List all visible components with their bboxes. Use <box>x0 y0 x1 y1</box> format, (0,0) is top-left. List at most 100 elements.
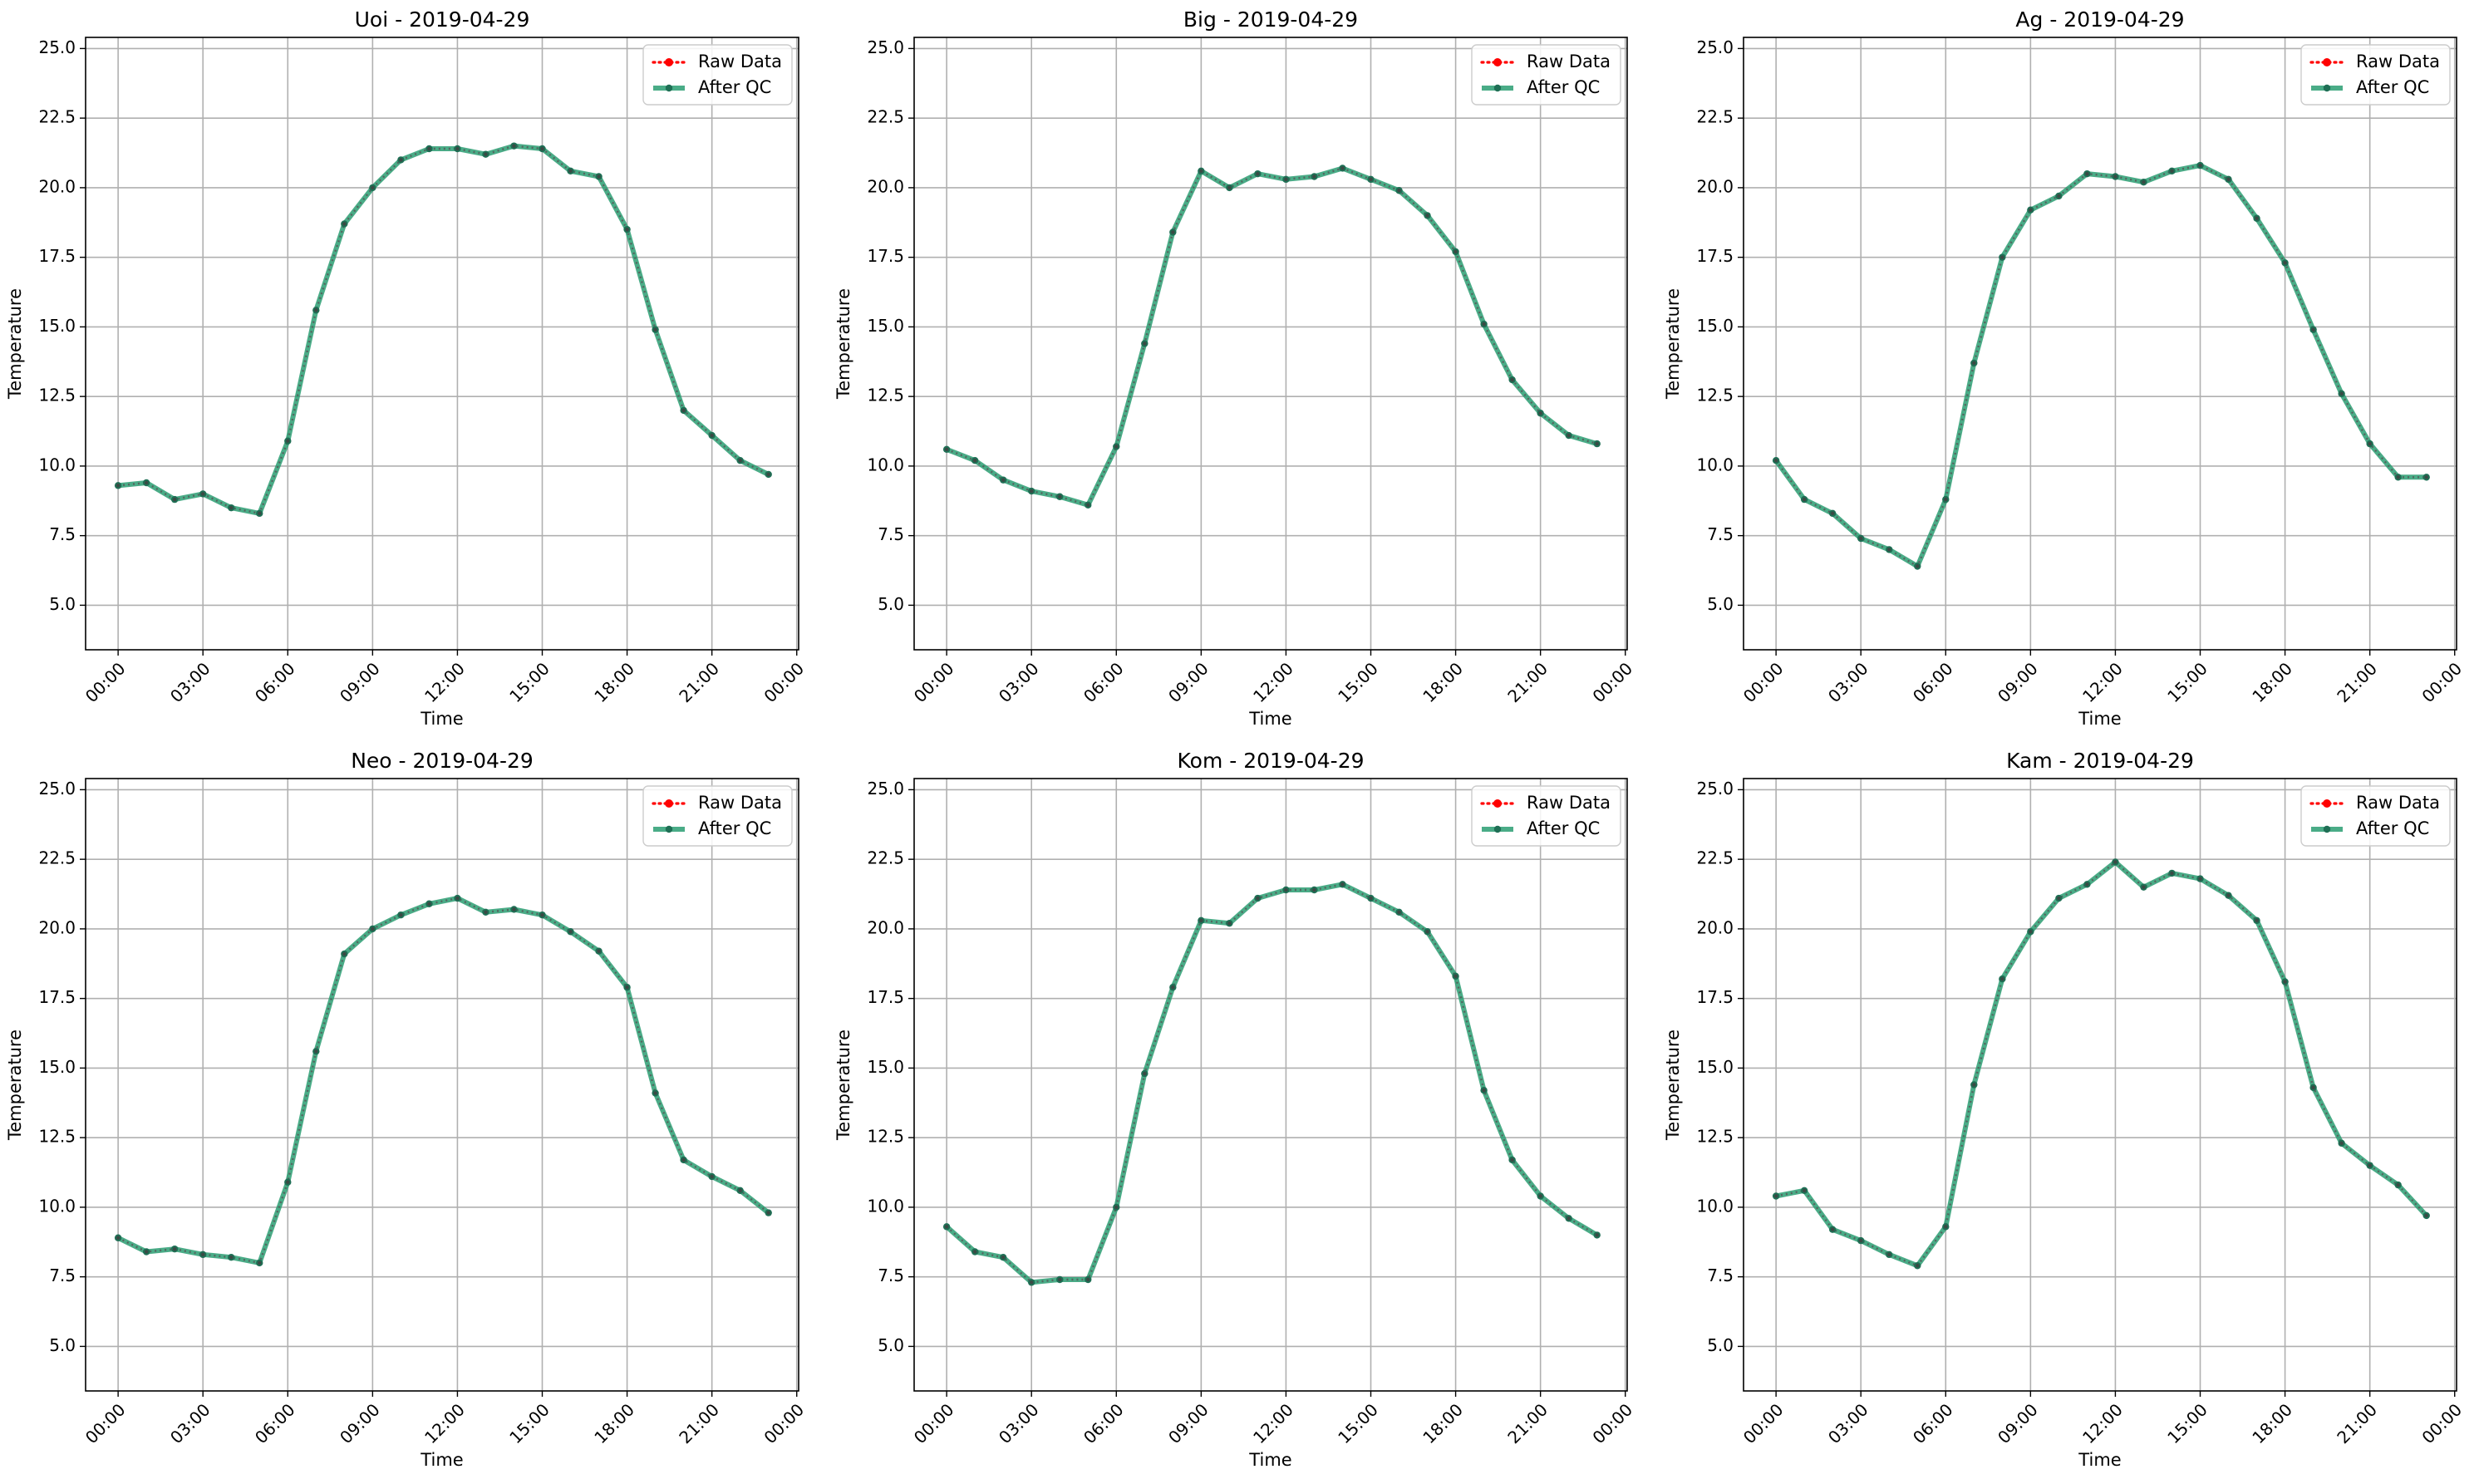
raw-data-point <box>1171 230 1175 234</box>
legend: Raw Data After QC <box>2300 785 2451 847</box>
legend-qc-marker <box>2323 84 2331 92</box>
y-tick-label: 17.5 <box>1696 246 1734 266</box>
raw-data-point <box>1887 1252 1891 1257</box>
subplot-title: Ag - 2019-04-29 <box>2015 7 2184 32</box>
raw-data-point <box>1944 1225 1948 1229</box>
after-qc-line <box>116 143 771 516</box>
raw-data-point <box>1199 918 1203 923</box>
legend-raw-marker <box>665 58 673 66</box>
y-tick-label: 17.5 <box>38 246 76 266</box>
x-tick-label: 00:00 <box>1739 1399 1788 1447</box>
axes-frame <box>1743 37 2457 651</box>
x-axis-label: Time <box>420 1450 463 1470</box>
subplot-title: Kom - 2019-04-29 <box>1178 749 1365 773</box>
legend-raw-label: Raw Data <box>1527 52 1611 71</box>
after-qc-line <box>1773 859 2429 1269</box>
y-axis-label: Temperature <box>1663 1029 1683 1141</box>
raw-data-point <box>2424 1213 2428 1218</box>
legend-raw-label: Raw Data <box>698 52 782 71</box>
raw-data-point <box>1340 882 1345 887</box>
subplot: 00:00 03:00 06:00 09:00 12:00 15:00 18:00 21:00… <box>1663 7 2466 729</box>
raw-data-point <box>229 505 234 510</box>
x-tick-label: 00:00 <box>1588 1399 1636 1447</box>
legend-qc-label: After QC <box>2356 77 2429 97</box>
raw-data-point <box>1171 985 1175 990</box>
raw-data-point <box>766 1211 770 1215</box>
legend-qc-marker <box>665 825 673 833</box>
raw-data-point <box>568 930 573 934</box>
raw-data-point <box>1773 1194 1778 1198</box>
raw-data-point <box>2283 261 2287 265</box>
y-tick-label: 10.0 <box>38 455 76 474</box>
raw-data-point <box>710 1174 714 1179</box>
raw-data-point <box>1030 489 1034 494</box>
raw-data-line <box>1775 860 2427 1267</box>
legend-qc-label: After QC <box>1527 818 1600 838</box>
y-tick-label: 5.0 <box>1707 1335 1734 1355</box>
raw-data-point <box>1482 322 1486 327</box>
raw-data-point <box>2057 194 2061 199</box>
raw-data-point <box>738 1188 742 1193</box>
y-tick-label: 22.5 <box>867 107 904 127</box>
y-axis-label: Temperature <box>5 288 25 400</box>
y-axis-label: Temperature <box>834 1029 853 1141</box>
legend-qc-marker <box>1493 825 1502 833</box>
raw-data-point <box>2396 1182 2400 1187</box>
raw-data-point <box>1916 564 1920 568</box>
y-tick-label: 12.5 <box>1696 386 1734 405</box>
raw-data-point <box>1256 896 1260 901</box>
raw-data-line <box>946 167 1598 507</box>
x-tick-label: 00:00 <box>1588 658 1636 706</box>
y-tick-label: 12.5 <box>867 386 904 405</box>
x-axis-label: Time <box>2078 709 2121 729</box>
raw-data-point <box>229 1256 234 1260</box>
raw-data-point <box>1143 1071 1147 1076</box>
raw-data-point <box>2368 1163 2372 1167</box>
x-tick-label: 12:00 <box>2078 658 2127 706</box>
raw-data-point <box>1859 536 1863 541</box>
y-tick-label: 20.0 <box>867 917 904 937</box>
y-tick-label: 20.0 <box>1696 917 1734 937</box>
subplot: 00:00 03:00 06:00 09:00 12:00 15:00 18:00 21:00… <box>1663 749 2466 1470</box>
legend-raw-marker <box>665 799 673 808</box>
y-tick-label: 17.5 <box>38 987 76 1007</box>
x-tick-label: 18:00 <box>2248 1399 2296 1447</box>
y-tick-label: 12.5 <box>38 1127 76 1147</box>
y-tick-label: 20.0 <box>1696 176 1734 196</box>
raw-data-point <box>286 1180 290 1184</box>
x-tick-label: 21:00 <box>675 1399 723 1447</box>
raw-data-point <box>2198 163 2202 168</box>
x-tick-label: 15:00 <box>1334 658 1382 706</box>
x-tick-label: 18:00 <box>590 658 638 706</box>
raw-data-point <box>653 1091 657 1095</box>
raw-data-point <box>1567 1216 1571 1221</box>
subplot: 00:00 03:00 06:00 09:00 12:00 15:00 18:00 21:00… <box>834 7 1636 729</box>
axes-frame <box>913 37 1628 651</box>
raw-data-point <box>1944 497 1948 502</box>
axes-frame <box>913 778 1628 1392</box>
y-axis-label: Temperature <box>1663 288 1683 400</box>
raw-data-point <box>738 459 742 463</box>
y-tick-label: 12.5 <box>867 1127 904 1147</box>
raw-data-point <box>172 1246 177 1251</box>
legend: Raw Data After QC <box>1471 44 1621 106</box>
raw-data-point <box>427 146 431 151</box>
raw-data-point <box>1001 478 1006 482</box>
raw-data-point <box>2170 871 2174 876</box>
x-tick-label: 06:00 <box>251 1399 299 1447</box>
raw-data-point <box>1227 921 1232 926</box>
raw-data-point <box>1369 896 1373 901</box>
raw-data-point <box>1284 177 1288 182</box>
raw-data-point <box>972 1250 977 1254</box>
x-tick-label: 06:00 <box>1909 1399 1957 1447</box>
raw-data-point <box>2000 977 2004 981</box>
legend: Raw Data After QC <box>642 785 793 847</box>
raw-data-point <box>2283 980 2287 984</box>
raw-data-point <box>201 1252 205 1257</box>
raw-data-point <box>1595 1233 1599 1237</box>
axes-frame <box>85 37 799 651</box>
raw-data-line <box>117 145 770 515</box>
x-tick-label: 00:00 <box>2418 1399 2466 1447</box>
legend-raw-label: Raw Data <box>2356 793 2440 813</box>
y-tick-label: 5.0 <box>878 1335 904 1355</box>
